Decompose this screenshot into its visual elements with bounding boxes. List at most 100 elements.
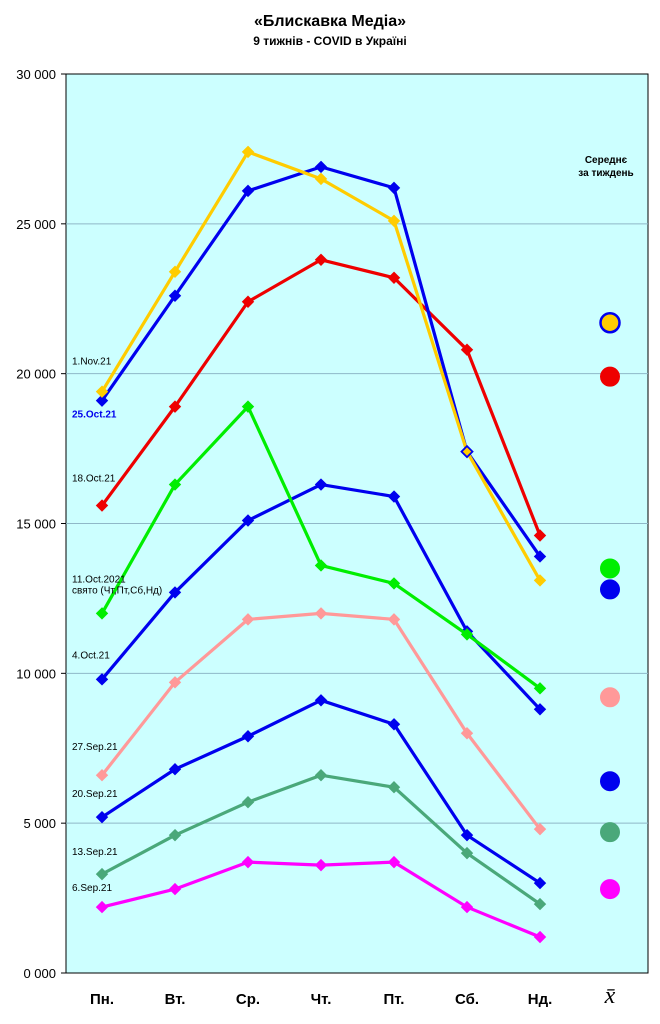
data-point-marker	[387, 577, 401, 590]
y-tick-label: 15 000	[16, 517, 56, 532]
data-point-marker	[460, 828, 474, 842]
series	[95, 694, 547, 890]
data-point-marker	[314, 559, 328, 572]
data-point-marker	[95, 867, 109, 881]
data-point-marker	[241, 795, 255, 809]
series-label: 13.Sep.21	[72, 847, 118, 858]
x-tick-label: Нд.	[528, 991, 553, 1008]
average-marker	[600, 366, 620, 387]
average-marker	[600, 558, 620, 579]
data-point-marker	[241, 145, 255, 159]
data-point-marker	[533, 930, 547, 944]
series-label-line2: свято (Чт,Пт,Сб,Нд)	[72, 584, 162, 596]
average-marker	[600, 687, 620, 708]
x-tick-label-average: x̄	[604, 983, 616, 1009]
data-point-marker	[460, 727, 474, 740]
series	[95, 769, 547, 911]
series-label: 1.Nov.21	[72, 357, 112, 368]
data-point-marker	[533, 822, 547, 836]
data-point-marker	[387, 214, 401, 228]
data-point-marker	[95, 385, 109, 398]
data-point-marker	[168, 828, 182, 842]
data-point-marker	[533, 574, 547, 587]
avg-legend-title-line2: за тиждень	[578, 168, 633, 179]
y-tick-label: 30 000	[16, 67, 56, 82]
series-label: 6.Sep.21	[72, 883, 112, 894]
data-point-marker	[95, 673, 109, 686]
data-point-marker	[533, 876, 547, 890]
data-point-marker	[95, 394, 109, 407]
series	[95, 145, 547, 587]
series-label: 11.Oct.2021	[72, 574, 126, 585]
data-point-marker	[460, 846, 474, 860]
avg-legend-title-line1: Середнє	[585, 155, 628, 166]
x-tick-label: Пт.	[384, 991, 405, 1008]
series-layer	[95, 145, 547, 944]
data-point-marker	[168, 265, 182, 278]
data-point-marker	[314, 478, 328, 491]
average-legend: Середнє за тиждень	[578, 155, 634, 900]
data-point-marker	[314, 769, 328, 782]
data-point-marker	[95, 810, 109, 824]
data-point-marker	[460, 628, 474, 641]
data-point-marker	[314, 253, 328, 267]
series-label: 4.Oct.21	[72, 650, 110, 661]
y-tick-label: 0 000	[23, 966, 56, 981]
data-point-marker	[95, 900, 109, 914]
x-tick-label: Вт.	[165, 991, 186, 1008]
average-marker	[600, 771, 620, 792]
y-tick-label: 10 000	[16, 666, 56, 681]
data-point-marker	[387, 271, 401, 284]
data-point-marker	[387, 718, 401, 731]
series	[95, 400, 547, 695]
data-point-marker	[168, 586, 182, 599]
series-label: 20.Sep.21	[72, 789, 118, 800]
data-point-marker	[241, 514, 255, 527]
data-point-marker	[387, 181, 401, 195]
data-point-marker	[314, 160, 328, 174]
data-point-marker	[533, 703, 547, 716]
data-point-marker	[460, 444, 474, 459]
x-tick-label: Пн.	[90, 991, 114, 1008]
data-point-marker	[533, 682, 547, 695]
y-tick-label: 25 000	[16, 217, 56, 232]
series	[95, 855, 547, 944]
data-point-marker	[314, 694, 328, 707]
data-point-marker	[533, 897, 547, 911]
data-point-marker	[95, 607, 109, 620]
data-point-marker	[241, 400, 255, 413]
x-axis: Пн. Вт. Ср. Чт. Пт. Сб. Нд. x̄	[90, 983, 616, 1009]
data-point-marker	[314, 858, 328, 872]
data-point-marker	[460, 900, 474, 914]
data-point-marker	[460, 343, 474, 356]
data-point-marker	[387, 613, 401, 626]
series-labels: 6.Sep.21 13.Sep.21 20.Sep.21 27.Sep.21 4.Oct…	[72, 357, 162, 894]
data-point-marker	[314, 607, 328, 620]
data-point-marker	[387, 780, 401, 794]
average-marker	[600, 879, 620, 900]
chart-title: «Блискавка Медіа»	[254, 13, 406, 30]
data-point-marker	[387, 490, 401, 503]
data-point-marker	[168, 763, 182, 776]
data-point-marker	[387, 855, 401, 869]
series-label: 25.Oct.21	[72, 410, 117, 421]
y-axis: 0 000 5 000 10 000 15 000 20 000 25 000 30 000	[16, 67, 66, 981]
data-point-marker	[241, 613, 255, 626]
x-tick-label: Ср.	[236, 991, 260, 1008]
data-point-marker	[241, 184, 255, 198]
data-point-marker	[314, 172, 328, 186]
series-label: 18.Oct.21	[72, 474, 116, 485]
data-point-marker	[241, 295, 255, 308]
data-point-marker	[168, 289, 182, 302]
data-point-marker	[241, 855, 255, 869]
data-point-marker	[168, 676, 182, 689]
data-point-marker	[168, 400, 182, 413]
data-point-marker	[533, 550, 547, 563]
x-tick-label: Сб.	[455, 991, 479, 1008]
x-tick-label: Чт.	[311, 991, 332, 1008]
series	[95, 607, 547, 836]
series	[95, 253, 547, 542]
series-label: 27.Sep.21	[72, 742, 118, 753]
